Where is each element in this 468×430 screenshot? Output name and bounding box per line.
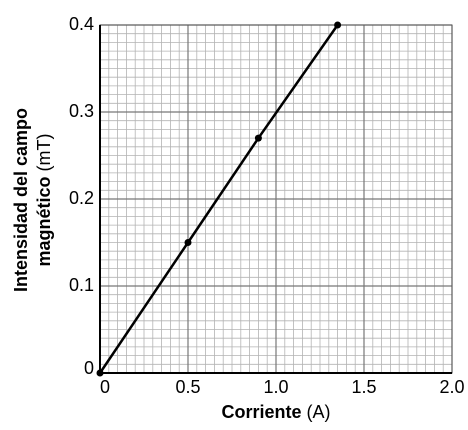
x-label: Corriente — [221, 402, 301, 422]
x-tick-label: 0.5 — [175, 377, 200, 397]
data-point — [96, 369, 104, 377]
x-tick-label: 1.0 — [263, 377, 288, 397]
x-axis-label: Corriente (A) — [221, 402, 330, 422]
x-tick-label: 0 — [100, 377, 110, 397]
x-tick-label: 2.0 — [439, 377, 464, 397]
y-tick-label: 0.1 — [69, 275, 94, 295]
data-point — [334, 21, 342, 29]
y-tick-label: 0.3 — [69, 101, 94, 121]
data-line — [98, 24, 339, 374]
y-label: Intensidad del campo — [11, 108, 31, 292]
y-label: magnético — [34, 176, 54, 266]
y-tick-label: 0.4 — [69, 14, 94, 34]
x-tick-label: 1.5 — [351, 377, 376, 397]
y-axis-label: Intensidad del campo magnético (mT) — [11, 108, 54, 292]
y-tick-label: 0.2 — [69, 188, 94, 208]
x-unit: (A) — [307, 402, 331, 422]
data-point — [184, 239, 192, 246]
y-label-2: magnético (mT) — [34, 133, 54, 266]
data-point — [254, 134, 262, 142]
y-tick-label: 0 — [84, 358, 94, 378]
y-unit: (mT) — [34, 133, 54, 171]
